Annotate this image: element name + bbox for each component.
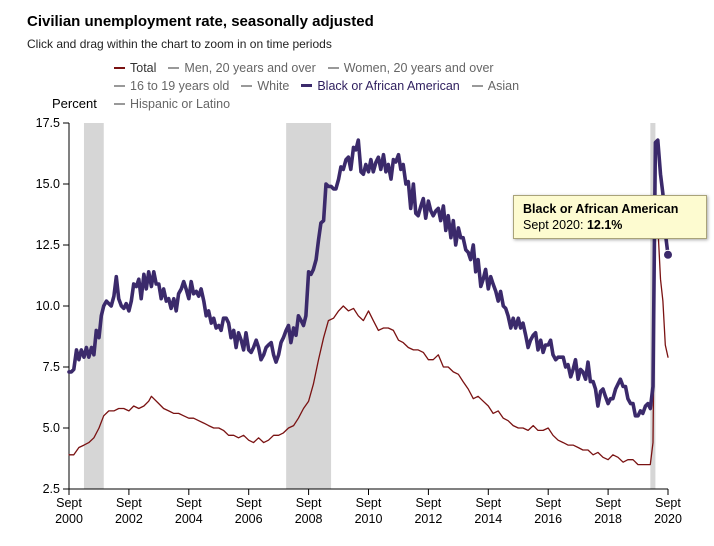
tooltip-line: Sept 2020: 12.1% bbox=[523, 218, 622, 232]
legend-label-black: Black or African American bbox=[317, 79, 460, 93]
tooltip: Black or African American Sept 2020: 12.… bbox=[513, 195, 707, 239]
recession-shading-group bbox=[83, 123, 656, 489]
legend-label-hispanic: Hispanic or Latino bbox=[130, 97, 231, 111]
y-tick-label-6: 17.5 bbox=[36, 116, 60, 130]
legend-swatch-men bbox=[168, 66, 180, 69]
x-tick-label-month-5: Sept bbox=[356, 496, 382, 510]
axes-group: 2.5 5.0 7.5 10.0 12.5 15.0 17.5 Sept 2000 Sept 200… bbox=[36, 116, 682, 526]
legend-swatch-total bbox=[114, 66, 125, 69]
x-tick-label-year-9: 2018 bbox=[594, 512, 622, 526]
recession-band-0 bbox=[83, 123, 104, 489]
legend-item-teens[interactable]: 16 to 19 years old bbox=[114, 77, 229, 95]
series-line-total bbox=[68, 190, 669, 466]
legend-swatch-asian bbox=[471, 84, 483, 87]
chart-subtitle: Click and drag within the chart to zoom … bbox=[27, 37, 332, 51]
x-tick-label-month-3: Sept bbox=[236, 496, 262, 510]
y-axis-label: Percent bbox=[52, 96, 97, 111]
highlight-marker bbox=[663, 249, 673, 260]
marker-group bbox=[663, 249, 673, 260]
legend-swatch-women bbox=[327, 66, 339, 69]
legend-row-2: 16 to 19 years old White Black or African … bbox=[114, 77, 714, 95]
x-tick-label-month-1: Sept bbox=[116, 496, 142, 510]
y-tick-label-5: 15.0 bbox=[36, 177, 60, 191]
x-tick-label-year-4: 2008 bbox=[295, 512, 323, 526]
legend-item-women[interactable]: Women, 20 years and over bbox=[327, 59, 494, 77]
y-tick-label-3: 10.0 bbox=[36, 299, 60, 313]
x-tick-label-year-2: 2004 bbox=[175, 512, 203, 526]
x-tick-label-year-1: 2002 bbox=[115, 512, 143, 526]
series-group bbox=[67, 138, 670, 466]
x-tick-label-year-7: 2014 bbox=[474, 512, 502, 526]
x-tick-label-month-10: Sept bbox=[655, 496, 681, 510]
x-tick-label-year-3: 2006 bbox=[235, 512, 263, 526]
x-tick-label-month-9: Sept bbox=[595, 496, 621, 510]
legend-item-black[interactable]: Black or African American bbox=[301, 77, 460, 95]
x-tick-label-year-8: 2016 bbox=[534, 512, 562, 526]
legend-item-total[interactable]: Total bbox=[114, 59, 156, 77]
series-line-black-or-african-american bbox=[67, 138, 670, 418]
legend-item-asian[interactable]: Asian bbox=[471, 77, 520, 95]
legend-label-asian: Asian bbox=[487, 79, 520, 93]
legend-row-1: Total Men, 20 years and over Women, 20 yea… bbox=[114, 59, 714, 77]
x-tick-label-month-6: Sept bbox=[416, 496, 442, 510]
x-tick-label-year-0: 2000 bbox=[55, 512, 83, 526]
y-tick-label-4: 12.5 bbox=[36, 238, 60, 252]
x-tick-label-month-4: Sept bbox=[296, 496, 322, 510]
legend-swatch-black bbox=[301, 84, 313, 88]
legend-label-white: White bbox=[257, 79, 290, 93]
legend-item-men[interactable]: Men, 20 years and over bbox=[168, 59, 316, 77]
y-tick-label-1: 5.0 bbox=[43, 421, 60, 435]
x-tick-label-year-6: 2012 bbox=[414, 512, 442, 526]
tooltip-series-name: Black or African American bbox=[523, 202, 679, 216]
legend-swatch-hispanic bbox=[114, 102, 125, 105]
legend-label-men: Men, 20 years and over bbox=[184, 61, 316, 75]
y-tick-label-0: 2.5 bbox=[43, 482, 60, 496]
legend-swatch-white bbox=[241, 84, 253, 87]
tooltip-date: Sept 2020: bbox=[523, 218, 584, 232]
legend-label-women: Women, 20 years and over bbox=[343, 61, 494, 75]
x-tick-label-year-10: 2020 bbox=[654, 512, 682, 526]
legend-row-3: Hispanic or Latino bbox=[114, 95, 714, 113]
x-tick-label-month-8: Sept bbox=[535, 496, 561, 510]
chart-title: Civilian unemployment rate, seasonally a… bbox=[27, 13, 374, 30]
legend-item-hispanic[interactable]: Hispanic or Latino bbox=[114, 95, 230, 113]
legend-label-teens: 16 to 19 years old bbox=[130, 79, 230, 93]
legend-item-white[interactable]: White bbox=[241, 77, 289, 95]
legend-label-total: Total bbox=[130, 61, 157, 75]
recession-band-1 bbox=[286, 123, 332, 489]
y-tick-label-2: 7.5 bbox=[43, 360, 60, 374]
x-tick-label-year-5: 2010 bbox=[355, 512, 383, 526]
x-tick-label-month-7: Sept bbox=[475, 496, 501, 510]
x-tick-label-month-0: Sept bbox=[56, 496, 82, 510]
legend: Total Men, 20 years and over Women, 20 yea… bbox=[114, 59, 714, 113]
legend-swatch-teens bbox=[114, 84, 125, 87]
x-tick-label-month-2: Sept bbox=[176, 496, 202, 510]
tooltip-value: 12.1% bbox=[586, 218, 623, 232]
